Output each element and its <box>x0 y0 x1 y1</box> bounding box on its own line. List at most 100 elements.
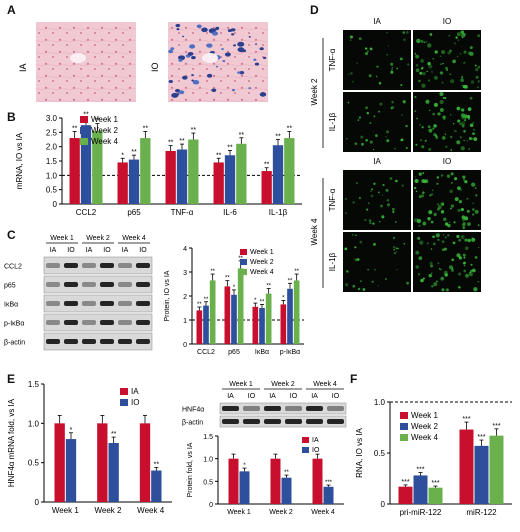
if-image <box>343 232 411 292</box>
if-signal-dot <box>422 277 425 280</box>
if-signal-dot <box>445 66 448 70</box>
bar <box>281 477 292 504</box>
y-tick-label: 0 <box>183 342 187 349</box>
legend-label: Week 2 <box>411 422 439 431</box>
if-signal-dot <box>425 40 428 43</box>
if-signal-dot <box>415 190 418 193</box>
if-signal-dot <box>448 34 451 37</box>
if-signal-dot <box>370 190 372 192</box>
if-signal-dot <box>444 236 447 239</box>
if-signal-dot <box>401 113 403 116</box>
blot-week-label: Week 2 <box>86 235 110 242</box>
if-signal-dot <box>406 281 409 285</box>
if-signal-dot <box>435 135 439 139</box>
blue-stain-speck <box>259 92 267 97</box>
if-signal-dot <box>392 245 396 249</box>
if-signal-dot <box>444 133 447 135</box>
blue-stain-speck <box>248 36 251 38</box>
if-signal-dot <box>448 265 453 270</box>
y-tick-label: 4 <box>183 246 187 253</box>
blot-lane-label: IA <box>311 393 318 400</box>
if-signal-dot <box>459 136 462 139</box>
if-signal-dot <box>375 75 378 78</box>
bar <box>489 435 504 504</box>
blue-stain-speck <box>230 28 236 32</box>
if-signal-dot <box>420 194 425 198</box>
if-signal-dot <box>477 80 480 83</box>
if-signal-dot <box>466 197 469 200</box>
bar <box>165 150 176 204</box>
if-image <box>413 92 481 152</box>
blot-week-label: Week 1 <box>50 235 74 242</box>
legend-label: Week 4 <box>411 433 439 442</box>
significance-label: ** <box>204 297 209 303</box>
if-signal-dot <box>366 112 369 115</box>
if-signal-dot <box>462 175 466 179</box>
bar <box>108 443 119 502</box>
bar <box>272 145 284 204</box>
panel-letter-e: E <box>7 372 16 386</box>
x-tick-label: CCL2 <box>197 349 215 356</box>
if-signal-dot <box>443 118 446 121</box>
legend-label: Week 4 <box>250 269 274 276</box>
legend-swatch <box>302 437 309 443</box>
if-signal-dot <box>428 128 433 133</box>
significance-label: ** <box>238 256 243 262</box>
blot-band <box>285 419 302 424</box>
if-signal-dot <box>414 178 419 184</box>
blot-lane-label: IO <box>67 247 75 254</box>
bar <box>237 268 244 344</box>
if-signal-dot <box>442 115 447 120</box>
blue-stain-speck <box>211 88 217 93</box>
if-signal-dot <box>446 69 448 71</box>
if-signal-dot <box>421 83 426 88</box>
panel-d-immunofluorescence: IA IO Week 2 TNF-α IL-1β IA IO Week 4 TNF-α IL-1β <box>310 17 481 292</box>
if-signal-dot <box>450 268 454 272</box>
legend-swatch <box>120 399 128 406</box>
if-signal-dot <box>358 196 362 200</box>
blue-stain-speck <box>233 44 236 47</box>
if-signal-dot <box>468 272 473 277</box>
if-signal-dot <box>400 138 404 142</box>
if-signal-dot <box>351 80 354 83</box>
blot-lane-label: IA <box>122 247 129 254</box>
if-signal-dot <box>369 47 372 50</box>
if-signal-dot <box>358 116 362 119</box>
if-signal-dot <box>432 189 434 191</box>
if-signal-dot <box>349 39 352 41</box>
if-signal-dot <box>447 234 450 237</box>
blot-strip <box>43 256 153 275</box>
if-signal-dot <box>403 38 406 42</box>
blue-stain-speck <box>176 28 180 31</box>
if-signal-dot <box>461 84 463 87</box>
significance-label: ** <box>275 133 281 140</box>
if-signal-dot <box>418 224 421 227</box>
blue-stain-speck <box>237 47 245 53</box>
blue-stain-speck <box>224 52 231 57</box>
if-week-label: Week 4 <box>310 218 319 246</box>
if-signal-dot <box>378 81 382 85</box>
blot-band <box>118 263 132 268</box>
if-signal-dot <box>462 263 465 265</box>
if-signal-dot <box>477 34 481 38</box>
if-signal-dot <box>403 242 406 245</box>
significance-label: ** <box>83 111 89 118</box>
significance-label: ** <box>191 127 197 134</box>
bar <box>413 475 428 504</box>
blue-stain-speck <box>263 56 267 59</box>
blot-band <box>264 406 281 411</box>
blot-band <box>82 301 96 306</box>
y-tick-label: 1 <box>183 318 187 325</box>
significance-label: ** <box>287 125 293 132</box>
if-signal-dot <box>440 71 444 75</box>
if-signal-dot <box>369 221 372 225</box>
if-signal-dot <box>385 136 387 138</box>
legend-label: IO <box>131 398 139 407</box>
if-signal-dot <box>371 188 374 191</box>
blue-stain-speck <box>215 65 219 68</box>
if-signal-dot <box>464 216 469 221</box>
if-signal-dot <box>435 280 439 283</box>
if-column-label: IO <box>443 157 451 166</box>
if-signal-dot <box>456 140 461 145</box>
blot-band <box>46 301 60 306</box>
